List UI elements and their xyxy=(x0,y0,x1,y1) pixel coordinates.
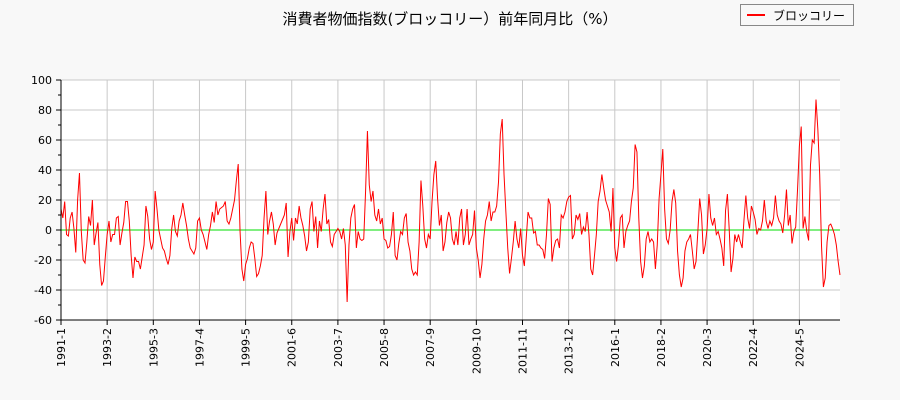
chart-title: 消費者物価指数(ブロッコリー）前年同月比（%） xyxy=(282,10,618,28)
x-tick-label: 2013-12 xyxy=(563,328,576,374)
y-tick-label: -40 xyxy=(34,284,52,297)
y-tick-label: 100 xyxy=(31,74,52,87)
x-tick-label: 1993-2 xyxy=(101,328,114,367)
series-line-broccoli xyxy=(60,99,841,303)
x-tick-label: 2024-5 xyxy=(793,328,806,367)
y-tick-label: 80 xyxy=(38,104,52,117)
y-tick-label: -20 xyxy=(34,254,52,267)
x-tick-label: 1995-3 xyxy=(147,328,160,367)
y-tick-label: -60 xyxy=(34,314,52,327)
y-axis: 100 80 60 40 20 0 -20 -40 -60 xyxy=(31,74,61,327)
y-tick-label: 0 xyxy=(45,224,52,237)
x-axis: 1991-1 1993-2 1995-3 1997-4 1999-5 2001-6 2003… xyxy=(55,320,806,374)
x-tick-label: 1997-4 xyxy=(193,328,206,367)
x-tick-label: 2022-4 xyxy=(747,328,760,367)
x-tick-label: 2007-9 xyxy=(424,328,437,367)
x-tick-label: 1999-5 xyxy=(240,328,253,367)
x-tick-label: 2001-6 xyxy=(286,328,299,367)
y-tick-label: 60 xyxy=(38,134,52,147)
y-tick-label: 20 xyxy=(38,194,52,207)
x-tick-label: 2018-2 xyxy=(655,328,668,367)
x-tick-label: 2009-10 xyxy=(470,328,483,374)
legend-swatch xyxy=(747,14,765,16)
y-tick-label: 40 xyxy=(38,164,52,177)
grid xyxy=(60,79,840,321)
x-tick-label: 2016-1 xyxy=(609,328,622,367)
x-tick-label: 1991-1 xyxy=(55,328,68,367)
x-tick-label: 2011-11 xyxy=(516,328,529,374)
x-tick-label: 2020-3 xyxy=(701,328,714,367)
x-tick-label: 2005-8 xyxy=(378,328,391,367)
legend-label: ブロッコリー xyxy=(773,8,846,23)
x-tick-label: 2003-7 xyxy=(332,328,345,367)
legend: ブロッコリー xyxy=(740,4,854,26)
